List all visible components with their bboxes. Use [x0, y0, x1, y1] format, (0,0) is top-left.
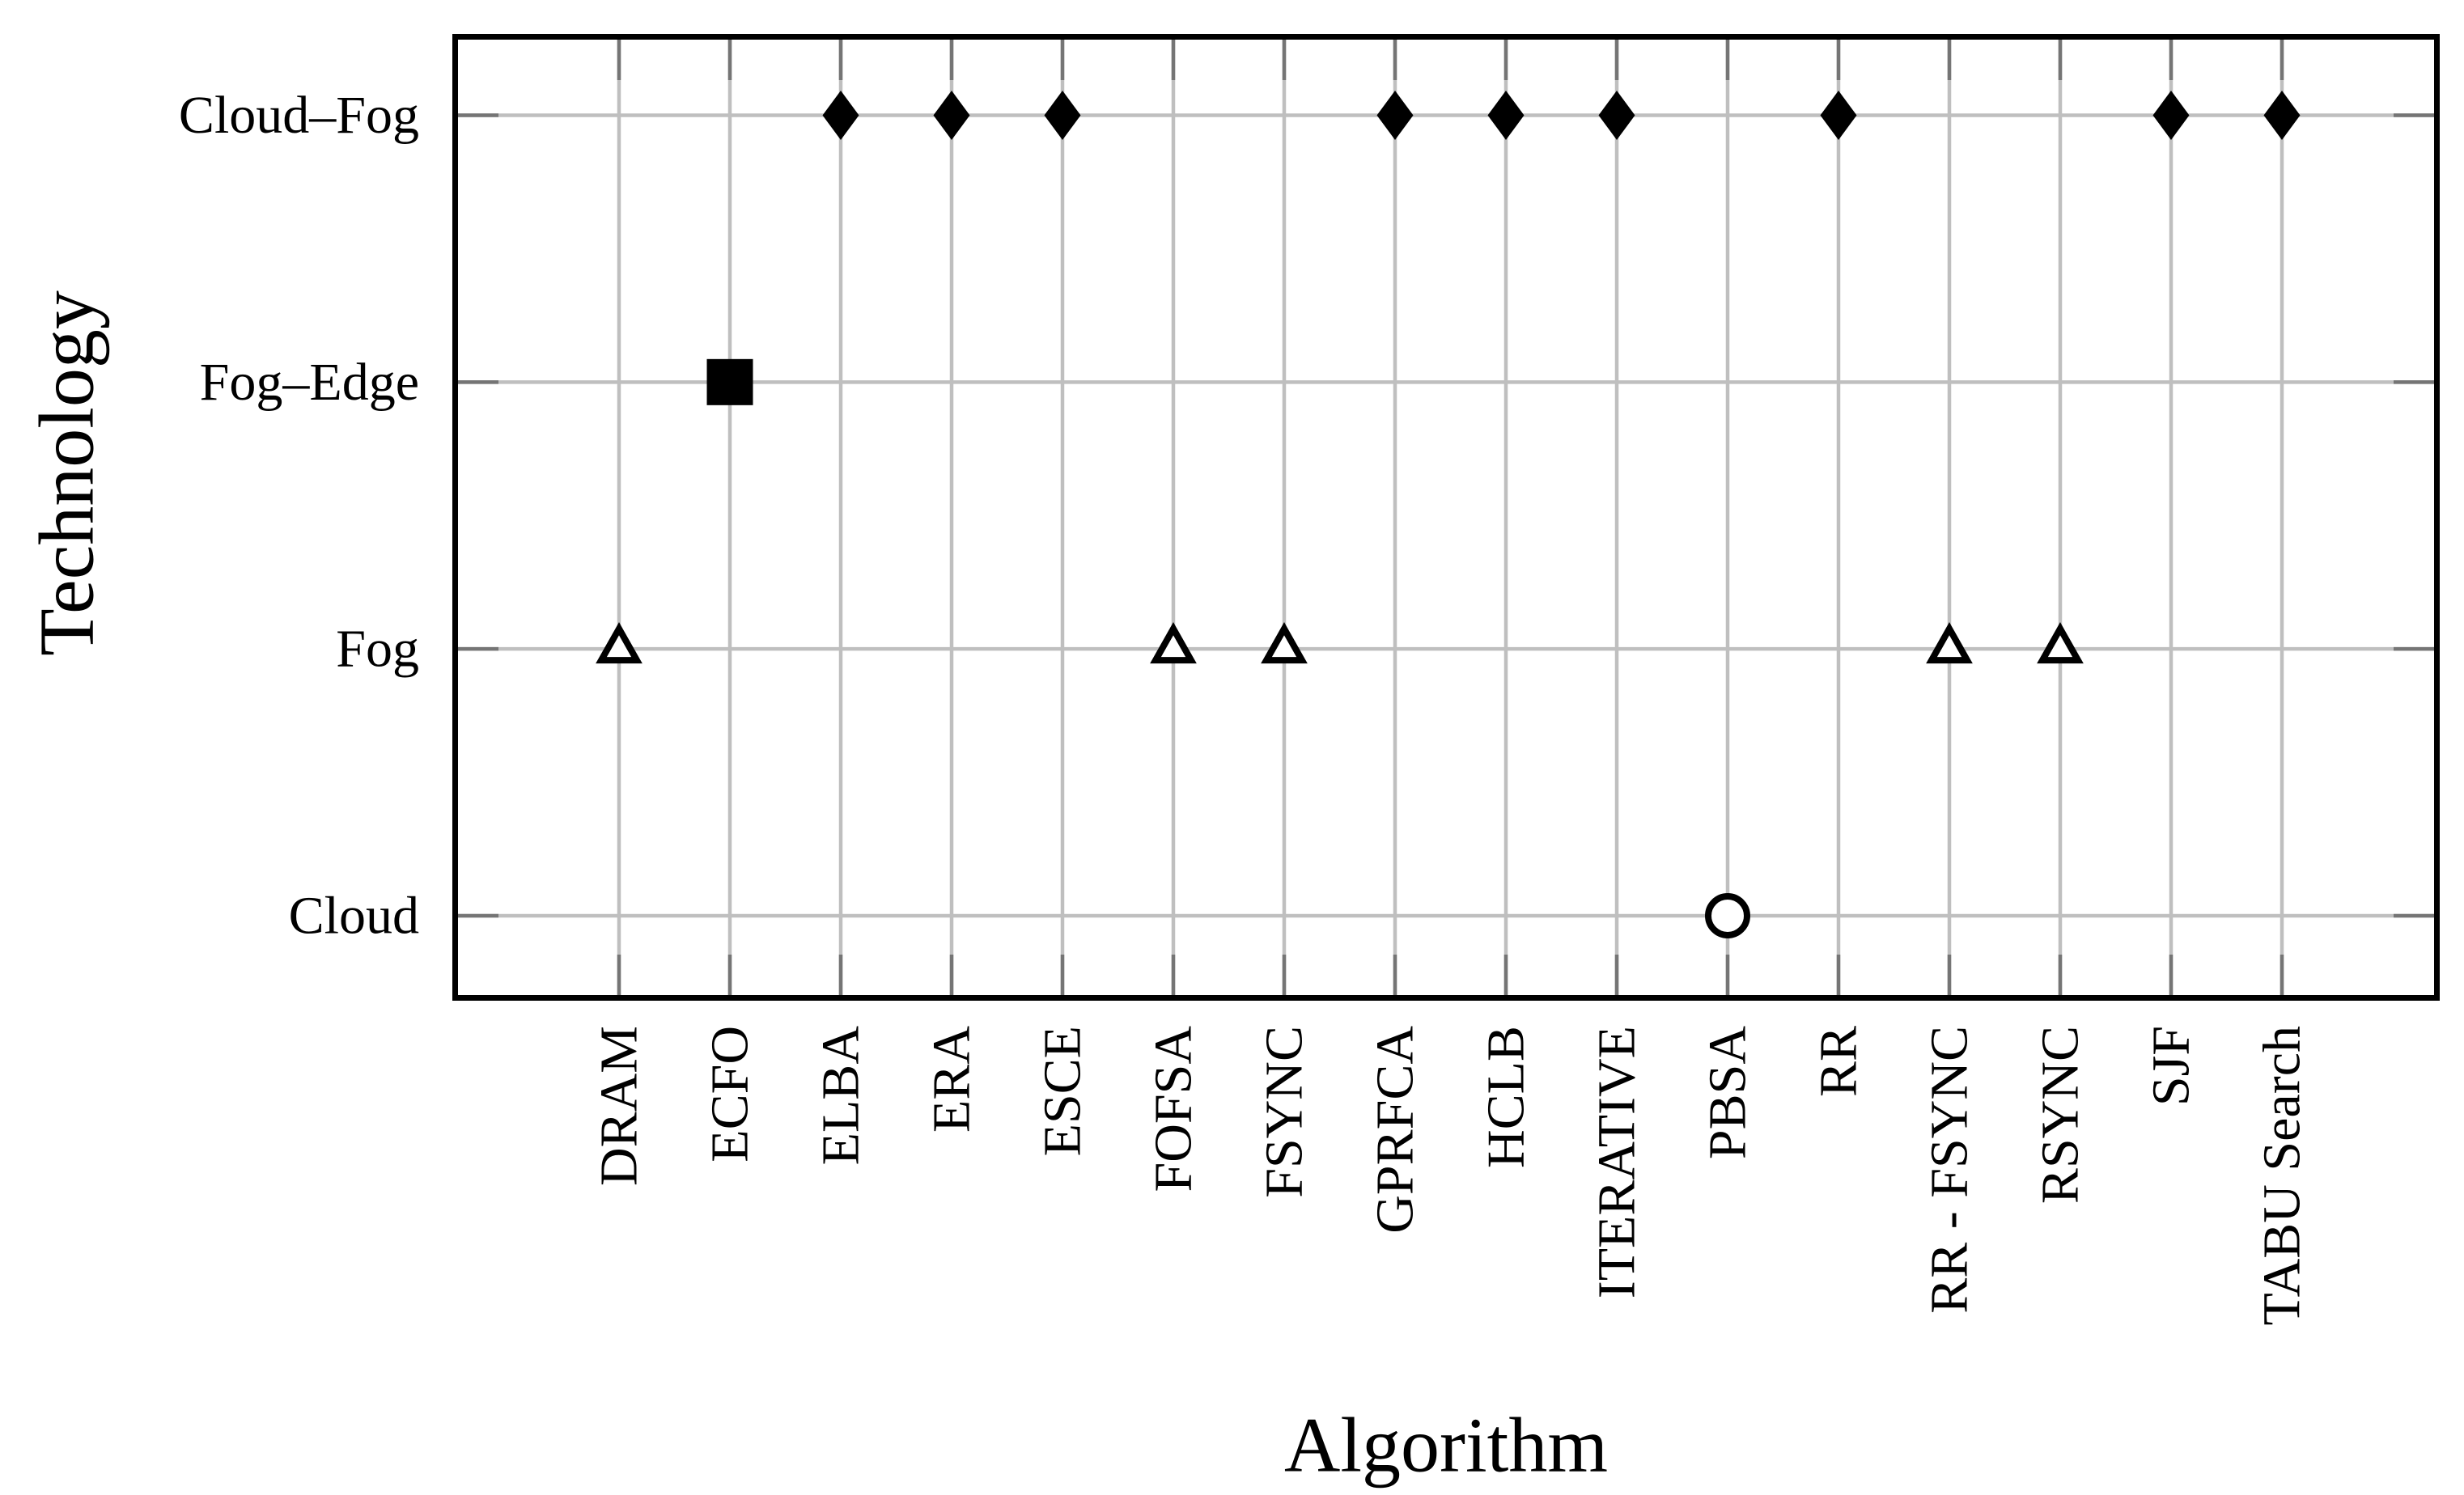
marker-filled-diamond	[2152, 91, 2190, 140]
y-tick-label: Fog–Edge	[200, 353, 419, 412]
x-tick-label: RSYNC	[2031, 1026, 2090, 1204]
x-tick-label: TABU Search	[2253, 1026, 2312, 1325]
x-tick-label: ESCE	[1033, 1026, 1092, 1156]
tick-layer	[458, 40, 2434, 995]
marker-filled-diamond	[822, 91, 859, 140]
x-tick-label: ITERATIVE	[1588, 1026, 1647, 1298]
x-tick-label: FOFSA	[1144, 1026, 1203, 1192]
x-tick-label: RR - FSYNC	[1920, 1026, 1979, 1314]
marker-open-triangle	[1261, 622, 1308, 664]
marker-filled-diamond	[2263, 91, 2301, 140]
x-tick-label: ELBA	[812, 1026, 871, 1166]
marker-open-circle	[1705, 892, 1750, 938]
marker-filled-diamond	[1598, 91, 1635, 140]
grid-layer	[458, 40, 2434, 995]
label-layer: DRAM ECFO ELBA ERA ESCE FOFSA FSYNC GPRFCA HCLB I…	[179, 86, 2312, 1325]
x-tick-label: ERA	[922, 1026, 982, 1133]
marker-open-triangle	[1150, 622, 1197, 664]
marker-filled-square	[706, 358, 753, 405]
x-tick-label: ECFO	[701, 1026, 760, 1163]
marker-open-triangle	[1926, 622, 1973, 664]
marker-filled-diamond	[1487, 91, 1525, 140]
x-tick-label: PBSA	[1699, 1026, 1758, 1159]
marker-filled-diamond	[1044, 91, 1081, 140]
x-tick-label: RR	[1809, 1026, 1868, 1097]
x-tick-label: GPRFCA	[1366, 1026, 1425, 1234]
marker-filled-diamond	[1376, 91, 1414, 140]
marker-open-triangle	[2037, 622, 2084, 664]
y-axis-title: Technology	[23, 290, 110, 656]
marker-layer	[596, 91, 2301, 938]
marker-filled-diamond	[1820, 91, 1857, 140]
marker-open-triangle	[596, 622, 643, 664]
y-tick-label: Cloud	[289, 886, 419, 945]
y-tick-label: Cloud–Fog	[179, 86, 419, 145]
marker-filled-diamond	[933, 91, 970, 140]
x-tick-label: FSYNC	[1255, 1026, 1314, 1198]
y-tick-label: Fog	[336, 620, 419, 679]
x-tick-label: HCLB	[1477, 1026, 1536, 1168]
x-axis-title: Algorithm	[1284, 1402, 1608, 1489]
x-tick-label: DRAM	[590, 1026, 649, 1186]
plot-border	[452, 34, 2440, 1001]
x-tick-label: SJF	[2142, 1026, 2201, 1106]
